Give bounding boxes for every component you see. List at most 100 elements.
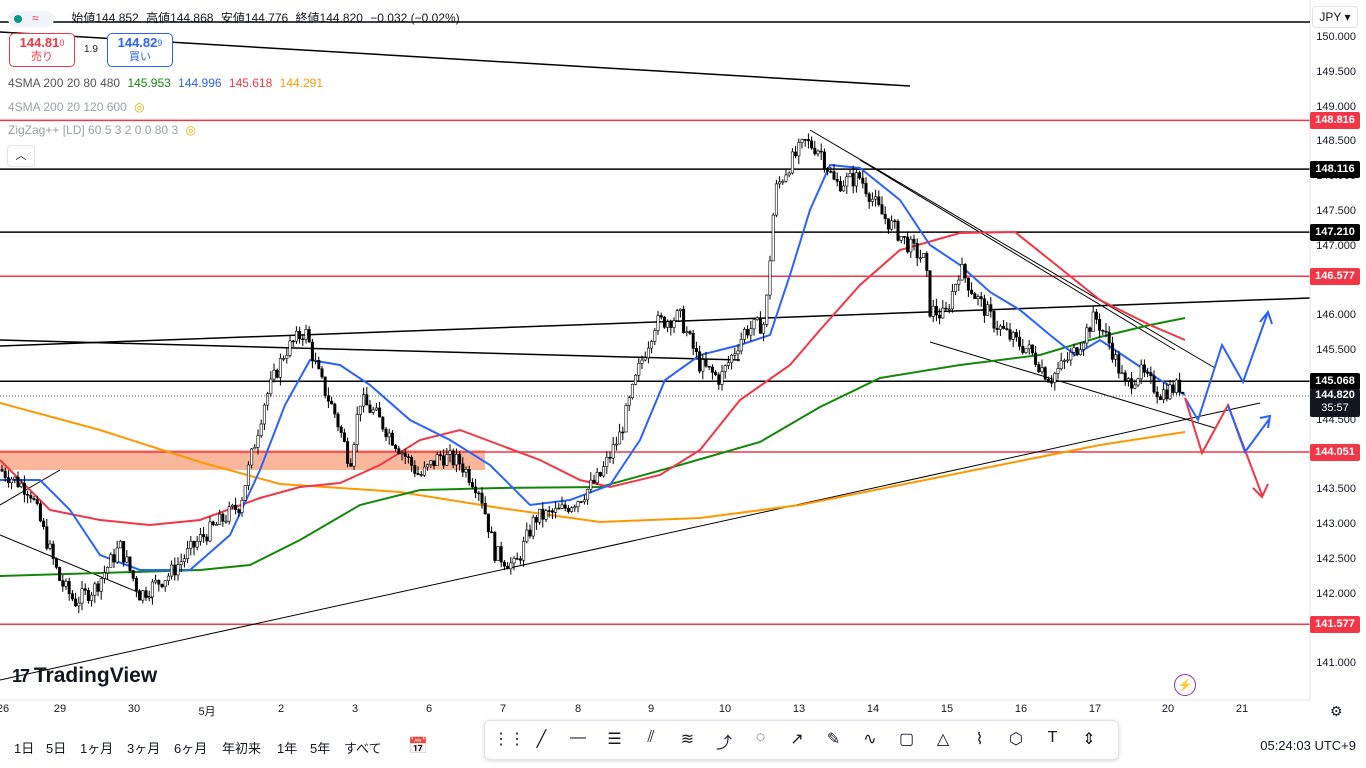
range-button[interactable]: すべて (344, 741, 382, 756)
date-axis-label: 3 (351, 703, 359, 715)
calendar-goto-icon[interactable]: 📅 (408, 738, 428, 755)
candle-body (378, 407, 382, 418)
candle-body (496, 546, 500, 561)
candle-body (109, 554, 113, 568)
currency-selector[interactable]: JPY ▾ (1312, 6, 1358, 28)
indicator-zigzag[interactable]: ZigZag++ [LD] 60 5 3 2 0 0 80 3 ◎ (8, 123, 200, 137)
range-button[interactable]: 年初来 (222, 741, 262, 756)
candle-body (749, 328, 753, 336)
range-button[interactable]: 1ヶ月 (80, 741, 114, 756)
candle-body (1056, 368, 1060, 374)
candle-body (1171, 384, 1175, 393)
candle-body (646, 347, 650, 358)
trend-line-icon[interactable]: ╱ (536, 731, 547, 748)
polyline-icon[interactable]: ⌇ (975, 731, 984, 748)
candle-body (1133, 384, 1137, 389)
candle-body (166, 575, 170, 581)
candle-body (1174, 379, 1178, 393)
ellipse-icon[interactable]: ◌ (755, 729, 766, 746)
candle-body (886, 218, 890, 230)
candle-body (608, 456, 612, 459)
candle-body (333, 403, 337, 415)
candle-body (976, 296, 980, 300)
chart-settings-icon[interactable]: ⚙ (1330, 703, 1343, 719)
candle-body (848, 173, 852, 178)
candle-body (806, 139, 810, 142)
candle-body (918, 257, 922, 260)
candle-body (413, 465, 417, 474)
candle-body (1040, 367, 1044, 373)
candle-body (243, 485, 247, 501)
current-price-tag: 144.820 35:57 (1310, 389, 1360, 417)
brush-icon[interactable]: ✎ (826, 731, 841, 748)
text-icon[interactable]: T (1047, 729, 1058, 746)
candle-body (170, 564, 174, 577)
candle-body (758, 317, 762, 334)
range-button[interactable]: 5日 (46, 741, 67, 756)
candle-body (570, 507, 574, 512)
trend-line (0, 402, 1261, 681)
date-axis-label: 10 (718, 703, 732, 715)
sell-button[interactable]: 144.810 売り (9, 33, 75, 67)
candle-body (1075, 347, 1079, 356)
buy-button[interactable]: 144.829 買い (107, 33, 173, 67)
clock[interactable]: 05:24:03 UTC+9 (1260, 738, 1356, 753)
indicator-sma2[interactable]: 4SMA 200 20 120 600 ◎ (8, 100, 149, 114)
range-button[interactable]: 1日 (14, 741, 35, 756)
price-axis-label: 145.500 (1316, 344, 1356, 357)
long-position-icon[interactable]: ⇕ (1082, 731, 1096, 748)
supply-demand-zone (0, 450, 485, 470)
horizontal-line-icon[interactable]: — (570, 729, 586, 746)
range-button[interactable]: 5年 (310, 741, 331, 756)
arrow-icon[interactable]: ↗ (790, 731, 804, 748)
channel-icon[interactable]: ☰ (607, 731, 622, 748)
candle-body (509, 562, 513, 570)
candle-body (77, 602, 81, 607)
date-axis-label: 7 (499, 703, 507, 715)
candle-body (685, 331, 689, 333)
candle-body (371, 409, 375, 413)
candle-body (70, 593, 74, 600)
pattern-icon[interactable]: ⬡ (1009, 731, 1023, 748)
candle-body (346, 441, 350, 464)
rectangle-icon[interactable]: ▢ (898, 731, 915, 748)
candle-body (662, 316, 666, 328)
candle-body (1030, 344, 1034, 354)
curve-icon[interactable]: ∿ (863, 731, 877, 748)
price-axis-label: 147.500 (1316, 205, 1356, 217)
status-pill[interactable]: ≈ (8, 10, 54, 27)
pitchfork-icon[interactable]: ⫽ (647, 729, 655, 746)
candle-body (813, 147, 817, 155)
range-button[interactable]: 1年 (277, 741, 298, 756)
level-price-tag: 141.577 (1310, 616, 1360, 634)
chevron-up-icon: ︿ (15, 150, 27, 162)
price-axis-label: 141.000 (1316, 657, 1356, 670)
candle-body (1158, 396, 1162, 400)
sell-label: 売り (31, 51, 53, 63)
range-button[interactable]: 3ヶ月 (127, 741, 161, 756)
candle-body (630, 383, 634, 399)
candle-body (534, 517, 538, 523)
header-legend: ≈ 始値144.852 高値144.868 安値144.776 終値144.82… (8, 9, 464, 27)
rebound-path (1227, 404, 1271, 455)
indicator-sma1[interactable]: 4SMA 200 20 80 480 145.953 144.996 145.6… (8, 76, 327, 90)
candle-body (480, 492, 484, 504)
candle-body (285, 354, 289, 359)
candle-body (950, 291, 954, 310)
range-button[interactable]: 6ヶ月 (174, 741, 208, 756)
path-icon[interactable]: ⤴ (715, 735, 732, 752)
eye-hidden-icon[interactable]: ◎ (185, 123, 196, 137)
cursor-icon[interactable]: ⋮⋮ (493, 731, 525, 748)
candle-body (307, 329, 311, 343)
fib-icon[interactable]: ≋ (680, 731, 695, 748)
lightning-icon[interactable]: ⚡ (1174, 674, 1196, 696)
candle-body (259, 423, 263, 436)
candle-body (973, 293, 977, 300)
collapse-legend-button[interactable]: ︿ (7, 145, 35, 167)
triangle-icon[interactable]: △ (936, 731, 950, 748)
candle-body (115, 547, 119, 563)
candle-body (304, 329, 308, 340)
eye-hidden-icon[interactable]: ◎ (134, 100, 145, 114)
candle-body (355, 414, 359, 445)
